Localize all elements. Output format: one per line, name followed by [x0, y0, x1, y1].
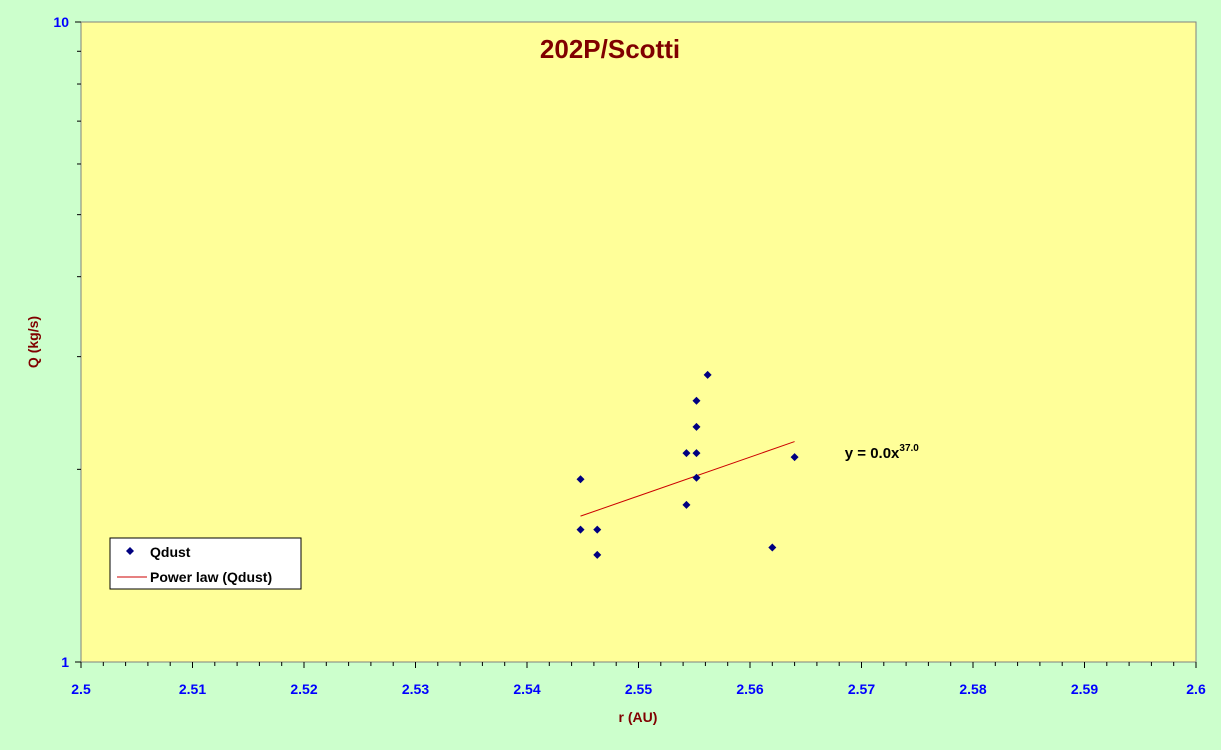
legend-box: [109, 537, 302, 590]
data-points-layer: [576, 370, 799, 559]
legend-label-power-law: Power law (Qdust): [150, 569, 272, 585]
x-tick-label: 2.51: [179, 681, 206, 697]
fit-equation-exponent: 37.0: [899, 443, 919, 454]
data-point: [692, 449, 701, 458]
fit-equation-label: y = 0.0x37.0: [845, 443, 920, 462]
x-tick-label: 2.6: [1186, 681, 1206, 697]
data-point: [790, 453, 799, 462]
x-tick-label: 2.52: [290, 681, 317, 697]
data-point: [703, 370, 712, 379]
fit-equation-text: y = 0.0x: [845, 445, 900, 462]
data-point: [692, 396, 701, 405]
x-tick-label: 2.54: [513, 681, 540, 697]
power-law-trendline: [580, 441, 795, 517]
x-tick-label: 2.56: [736, 681, 763, 697]
data-point: [576, 525, 585, 534]
x-tick-label: 2.57: [848, 681, 875, 697]
x-tick-label: 2.58: [959, 681, 986, 697]
chart-title: 202P/Scotti: [540, 34, 680, 64]
data-point: [576, 475, 585, 484]
data-point: [593, 550, 602, 559]
data-point: [768, 543, 777, 552]
x-tick-label: 2.5: [71, 681, 91, 697]
data-point: [682, 500, 691, 509]
y-axis-title: Q (kg/s): [25, 316, 41, 368]
legend: Qdust Power law (Qdust): [109, 537, 302, 590]
data-point: [692, 422, 701, 431]
x-tick-label: 2.55: [625, 681, 652, 697]
data-point: [692, 473, 701, 482]
legend-marker-qdust: [126, 547, 134, 555]
trendline-layer: [580, 441, 795, 517]
tick-marks: [75, 21, 1197, 668]
data-point: [593, 525, 602, 534]
x-tick-label: 2.53: [402, 681, 429, 697]
data-point: [682, 449, 691, 458]
tick-labels: 2.5 2.51 2.52 2.53 2.54 2.55 2.56 2.57 2.58 2.59 2…: [53, 14, 1206, 697]
y-tick-label: 10: [53, 14, 69, 30]
y-tick-label: 1: [61, 654, 69, 670]
x-axis-title: r (AU): [619, 709, 658, 725]
x-tick-label: 2.59: [1071, 681, 1098, 697]
legend-label-qdust: Qdust: [150, 544, 191, 560]
